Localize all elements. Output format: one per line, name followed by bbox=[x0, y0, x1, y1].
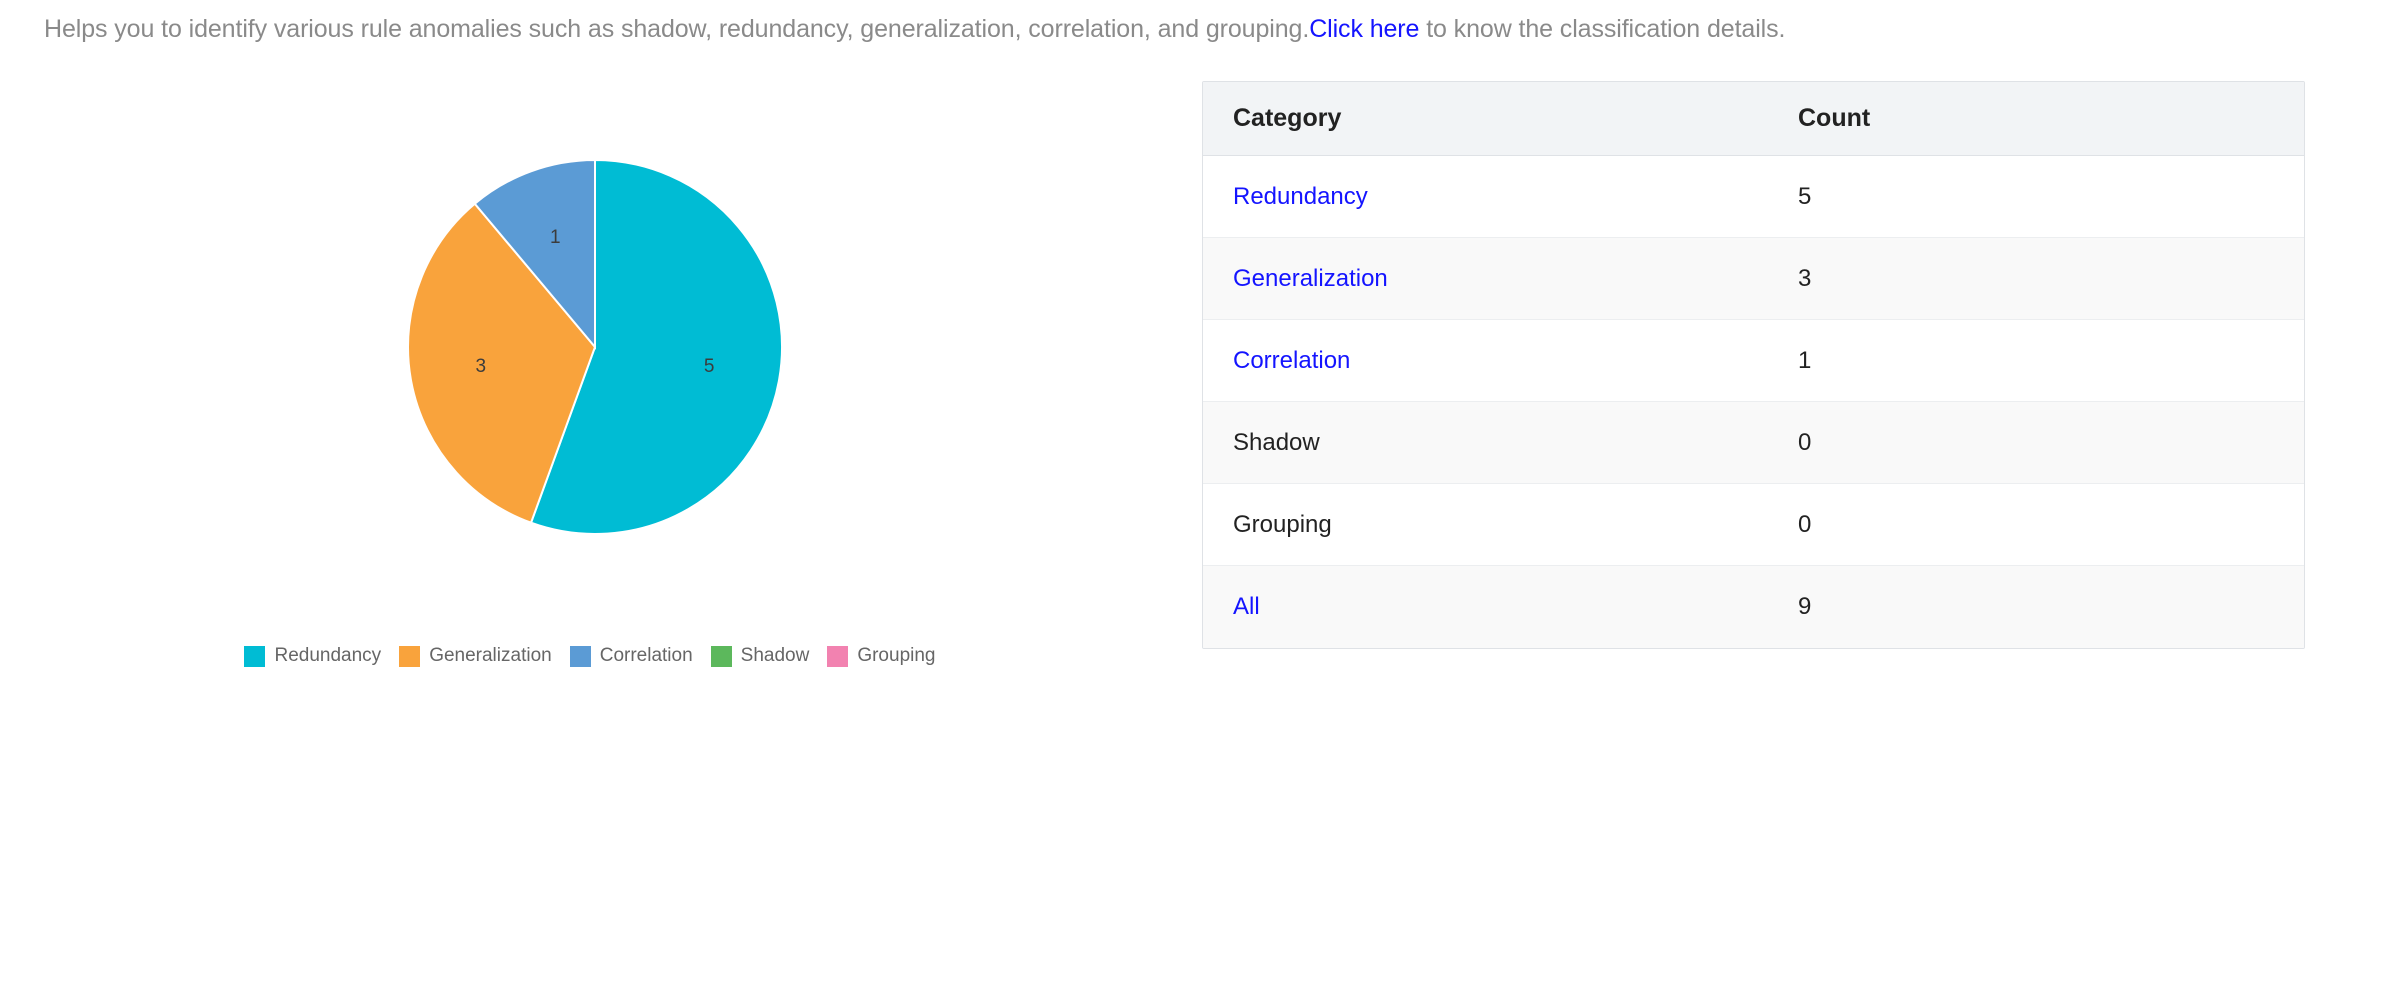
table-header-row: Category Count bbox=[1203, 82, 2304, 156]
category-link[interactable]: Generalization bbox=[1233, 264, 1388, 292]
description-text-after: to know the classification details. bbox=[1419, 15, 1786, 43]
legend-item[interactable]: Generalization bbox=[399, 645, 552, 667]
legend-label: Shadow bbox=[740, 645, 810, 666]
legend-color-swatch bbox=[827, 645, 849, 667]
pie-slice-value-label: 1 bbox=[550, 227, 561, 248]
legend-label: Generalization bbox=[429, 645, 552, 666]
category-link[interactable]: All bbox=[1233, 592, 1260, 620]
pie-slice-value-label: 3 bbox=[476, 356, 487, 377]
table-body: Redundancy 5 Generalization 3 Correlation 1 Sh… bbox=[1203, 155, 2304, 648]
anomaly-pie-chart-panel: 5 3 1 Redundancy Generalization Correlation S… bbox=[0, 60, 1180, 700]
legend-color-swatch bbox=[399, 645, 421, 667]
legend-color-swatch bbox=[710, 645, 732, 667]
pie-slice[interactable] bbox=[529, 158, 784, 535]
pie-chart-legend: Redundancy Generalization Correlation Shado… bbox=[0, 645, 1180, 667]
pie-chart-svg: 5 3 1 bbox=[407, 158, 784, 535]
cell-count: 9 bbox=[1768, 565, 2304, 648]
pie-slice-value-label: 5 bbox=[704, 356, 715, 377]
pie-slice[interactable] bbox=[407, 202, 597, 525]
table-row: Grouping 0 bbox=[1203, 483, 2304, 566]
legend-item[interactable]: Correlation bbox=[569, 645, 693, 667]
cell-count: 0 bbox=[1768, 483, 2304, 566]
cell-count: 1 bbox=[1768, 319, 2304, 402]
category-label: Shadow bbox=[1233, 428, 1320, 456]
pie-label-group: 5 3 1 bbox=[476, 227, 715, 377]
cell-category: Redundancy bbox=[1203, 155, 1768, 238]
anomaly-summary-table-card: Category Count Redundancy 5 Generalization… bbox=[1202, 81, 2305, 649]
table-row: Redundancy 5 bbox=[1203, 155, 2304, 238]
legend-item[interactable]: Shadow bbox=[710, 645, 810, 667]
table-row: All 9 bbox=[1203, 565, 2304, 648]
cell-count: 0 bbox=[1768, 401, 2304, 484]
cell-count: 3 bbox=[1768, 237, 2304, 320]
cell-category: All bbox=[1203, 565, 1768, 648]
table-head: Category Count bbox=[1203, 82, 2304, 156]
legend-item[interactable]: Grouping bbox=[827, 645, 936, 667]
cell-count: 5 bbox=[1768, 155, 2304, 238]
category-link[interactable]: Correlation bbox=[1233, 346, 1351, 374]
anomaly-summary-table: Category Count Redundancy 5 Generalization… bbox=[1203, 82, 2304, 648]
cell-category: Generalization bbox=[1203, 237, 1768, 320]
pie-slice-group bbox=[407, 158, 784, 535]
cell-category: Shadow bbox=[1203, 401, 1768, 484]
table-row: Shadow 0 bbox=[1203, 401, 2304, 484]
description-text-before: Helps you to identify various rule anoma… bbox=[44, 15, 1310, 43]
pie-chart: 5 3 1 bbox=[407, 158, 784, 535]
category-label: Grouping bbox=[1233, 510, 1332, 538]
legend-color-swatch bbox=[569, 645, 591, 667]
legend-color-swatch bbox=[244, 645, 266, 667]
column-header-category: Category bbox=[1203, 82, 1768, 156]
classification-details-link[interactable]: Click here bbox=[1309, 15, 1420, 43]
table-row: Generalization 3 bbox=[1203, 237, 2304, 320]
legend-label: Correlation bbox=[599, 645, 693, 666]
page-description: Helps you to identify various rule anoma… bbox=[44, 14, 1785, 44]
category-link[interactable]: Redundancy bbox=[1233, 182, 1368, 210]
pie-slice[interactable] bbox=[473, 158, 596, 350]
legend-label: Redundancy bbox=[274, 645, 382, 666]
cell-category: Grouping bbox=[1203, 483, 1768, 566]
legend-label: Grouping bbox=[857, 645, 936, 666]
cell-category: Correlation bbox=[1203, 319, 1768, 402]
legend-item[interactable]: Redundancy bbox=[244, 645, 381, 667]
table-row: Correlation 1 bbox=[1203, 319, 2304, 402]
column-header-count: Count bbox=[1768, 82, 2304, 156]
